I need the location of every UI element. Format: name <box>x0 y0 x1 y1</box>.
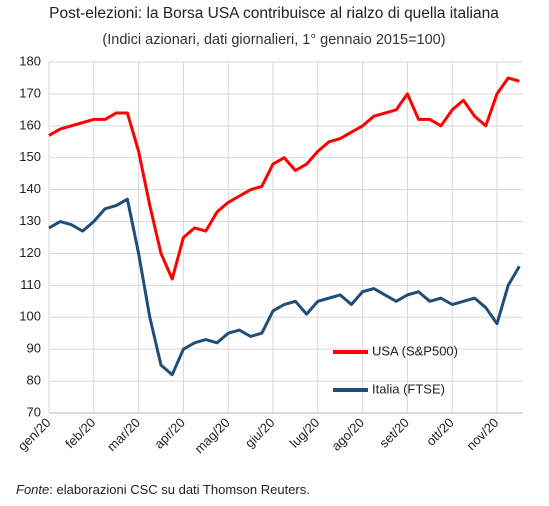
x-tick-label: mag/20 <box>191 415 232 456</box>
y-tick-label: 130 <box>19 213 41 228</box>
y-tick-label: 140 <box>19 181 41 196</box>
y-tick-label: 180 <box>19 53 41 68</box>
y-tick-label: 170 <box>19 85 41 100</box>
y-tick-label: 80 <box>27 373 41 388</box>
source-text: : elaborazioni CSC su dati Thomson Reute… <box>49 482 310 497</box>
series-line <box>48 76 520 281</box>
y-tick-label: 120 <box>19 245 41 260</box>
y-tick-label: 160 <box>19 117 41 132</box>
x-tick-label: gen/20 <box>15 415 54 454</box>
x-tick-label: apr/20 <box>151 415 188 452</box>
legend-label: USA (S&P500) <box>372 343 458 358</box>
x-tick-label: lug/20 <box>287 415 323 451</box>
y-tick-label: 110 <box>20 277 41 292</box>
y-tick-label: 90 <box>27 341 41 356</box>
x-tick-label: mar/20 <box>104 415 143 454</box>
x-tick-label: nov/20 <box>463 415 501 453</box>
x-tick-label: ott/20 <box>423 415 457 449</box>
y-tick-label: 150 <box>19 149 41 164</box>
chart-subtitle: (Indici azionari, dati giornalieri, 1° g… <box>102 32 445 48</box>
source-label: Fonte <box>16 482 49 497</box>
y-tick-label: 100 <box>19 309 41 324</box>
source: Fonte: elaborazioni CSC su dati Thomson … <box>16 482 310 497</box>
x-tick-label: set/20 <box>376 415 412 451</box>
x-tick-label: feb/20 <box>62 415 98 451</box>
legend-label: Italia (FTSE) <box>372 381 445 396</box>
series-line <box>48 197 521 377</box>
x-tick-label: giu/20 <box>242 415 278 451</box>
y-tick-label: 70 <box>27 404 41 419</box>
x-tick-label: ago/20 <box>328 415 367 454</box>
chart-title: Post-elezioni: la Borsa USA contribuisce… <box>49 5 499 22</box>
